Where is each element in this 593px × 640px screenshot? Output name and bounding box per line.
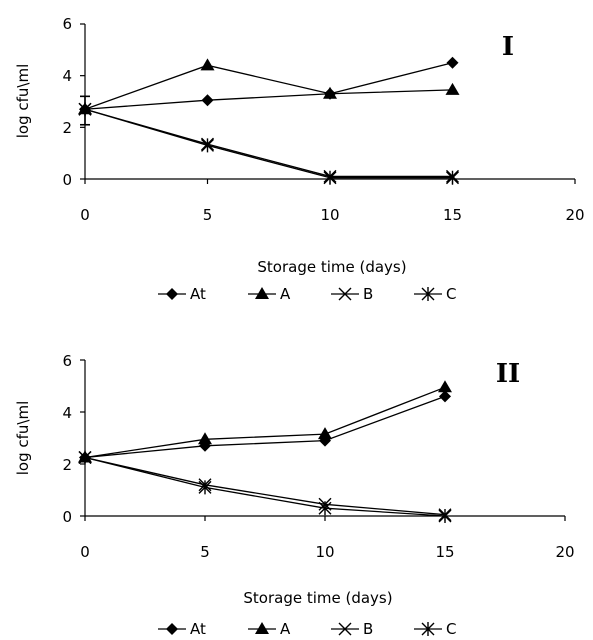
legend-marker-a — [255, 622, 269, 634]
legend-marker-b — [338, 622, 352, 636]
series-line-b — [84, 108, 453, 178]
legend: At A B C — [158, 285, 456, 303]
legend-label: B — [363, 285, 373, 303]
series-line-b — [84, 456, 446, 516]
data-point-a — [318, 427, 332, 440]
y-tick-label: 6 — [62, 15, 72, 33]
series-line-at — [84, 62, 453, 110]
legend-marker-a — [255, 287, 269, 299]
chart-panel-ii: 0 2 4 6 0 5 10 15 20 log cfu\ml Storage … — [14, 352, 575, 638]
x-tick-label: 20 — [565, 206, 584, 224]
data-point-c — [446, 170, 459, 185]
legend-item-c: C — [414, 285, 456, 303]
data-point-c — [201, 138, 214, 153]
series-line-a — [84, 64, 453, 110]
legend-item-a: A — [248, 620, 291, 638]
data-point-a — [438, 380, 452, 393]
data-point-at — [201, 94, 214, 107]
legend: At A B C — [158, 620, 456, 638]
legend-item-b: B — [331, 620, 373, 638]
data-point-a — [323, 86, 337, 99]
x-axis-title: Storage time (days) — [257, 258, 406, 276]
panel-label: I — [502, 32, 514, 62]
legend-item-c: C — [414, 620, 456, 638]
x-tick-label: 10 — [320, 206, 339, 224]
data-point-c — [78, 102, 92, 117]
panel-label: II — [496, 359, 520, 389]
x-tick-label: 5 — [200, 543, 210, 561]
legend-item-b: B — [331, 285, 373, 303]
legend-item-at: At — [158, 285, 206, 303]
legend-marker-c — [421, 287, 435, 301]
x-tick-label: 20 — [555, 543, 574, 561]
x-tick-label: 10 — [315, 543, 334, 561]
data-point-c — [78, 450, 92, 465]
data-point-at — [446, 56, 459, 69]
legend-label: A — [280, 285, 291, 303]
y-tick-label: 0 — [62, 508, 72, 526]
x-tick-label: 15 — [435, 543, 454, 561]
legend-item-at: At — [158, 620, 206, 638]
data-point-c — [198, 480, 212, 495]
legend-label: At — [190, 285, 206, 303]
x-axis-title: Storage time (days) — [243, 589, 392, 607]
legend-marker-b — [338, 287, 352, 301]
series-line-at — [84, 395, 446, 459]
legend-label: At — [190, 620, 206, 638]
x-tick-label: 0 — [80, 543, 90, 561]
legend-item-a: A — [248, 285, 291, 303]
y-tick-label: 2 — [62, 456, 72, 474]
y-tick-label: 2 — [62, 119, 72, 137]
series-line-c — [84, 456, 446, 517]
data-point-a — [200, 58, 215, 71]
y-axis-title: log cfu\ml — [14, 401, 32, 476]
legend-label: A — [280, 620, 291, 638]
y-tick-label: 4 — [62, 67, 72, 85]
legend-label: C — [446, 620, 456, 638]
x-tick-label: 0 — [80, 206, 90, 224]
legend-marker-c — [421, 622, 435, 636]
y-axis-title: log cfu\ml — [14, 64, 32, 139]
legend-marker-at — [166, 623, 178, 635]
x-tick-label: 15 — [443, 206, 462, 224]
y-tick-label: 6 — [62, 352, 72, 370]
data-point-a — [445, 82, 460, 95]
legend-label: B — [363, 620, 373, 638]
y-tick-label: 4 — [62, 404, 72, 422]
legend-label: C — [446, 285, 456, 303]
data-point-c — [323, 170, 337, 185]
series-line-c — [84, 108, 453, 179]
legend-marker-at — [166, 288, 178, 300]
series-line-a — [84, 386, 446, 459]
data-point-at — [439, 390, 451, 403]
x-tick-label: 5 — [203, 206, 213, 224]
data-point-a — [198, 432, 212, 445]
y-tick-label: 0 — [62, 171, 72, 189]
data-point-c — [318, 501, 332, 516]
chart-panel-i: 0 2 4 6 0 5 10 15 20 log cfu\ml Storage … — [14, 15, 585, 303]
data-point-c — [438, 509, 452, 523]
